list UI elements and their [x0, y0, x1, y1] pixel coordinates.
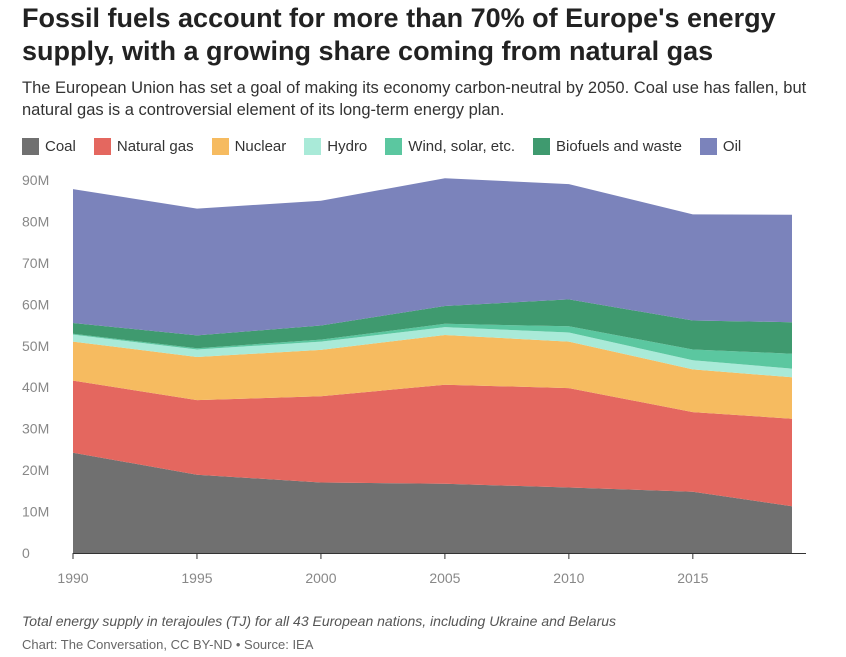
area-oil	[73, 178, 792, 336]
legend-swatch	[385, 137, 403, 155]
legend-label: Coal	[45, 137, 76, 155]
y-tick-label: 40M	[22, 379, 49, 395]
legend-item-coal: Coal	[22, 137, 76, 155]
y-tick-label: 10M	[22, 504, 49, 520]
chart-source: Chart: The Conversation, CC BY-ND • Sour…	[22, 637, 314, 652]
stacked-area-chart: 0 10M 20M 30M 40M 50M 60M 70M 80M 90M 1990 1995 2000…	[22, 172, 806, 586]
y-tick-label: 30M	[22, 421, 49, 437]
y-tick-label: 70M	[22, 255, 49, 271]
area-hydro	[73, 327, 792, 378]
x-tick-label: 1995	[181, 570, 212, 586]
y-tick-label: 90M	[22, 172, 49, 188]
legend-label: Biofuels and waste	[556, 137, 682, 155]
legend-item-biofuels-and-waste: Biofuels and waste	[533, 137, 682, 155]
x-tick-label: 2005	[429, 570, 460, 586]
legend-swatch	[699, 137, 717, 155]
legend-item-hydro: Hydro	[304, 137, 368, 155]
y-tick-label: 0	[22, 545, 30, 561]
legend-item-wind-solar-etc: Wind, solar, etc.	[385, 137, 515, 155]
legend-label: Nuclear	[234, 137, 287, 155]
y-tick-label: 60M	[22, 296, 49, 312]
legend-swatch	[533, 137, 550, 155]
legend-swatch	[304, 137, 322, 155]
legend-swatch	[22, 137, 39, 155]
area-biofuels-and-waste	[73, 299, 792, 354]
area-nuclear	[73, 335, 792, 419]
legend-item-natural-gas: Natural gas	[93, 137, 194, 155]
legend-swatch	[211, 137, 229, 155]
y-tick-label: 20M	[22, 462, 49, 478]
x-tick-label: 2015	[677, 570, 708, 586]
y-tick-label: 50M	[22, 338, 49, 354]
area-wind-solar-etc	[73, 323, 792, 369]
chart-note: Total energy supply in terajoules (TJ) f…	[22, 613, 617, 629]
legend: Coal Natural gas Nuclear Hydro Wind, solar, …	[22, 136, 759, 156]
y-tick-label: 80M	[22, 213, 49, 229]
legend-item-oil: Oil	[699, 137, 742, 155]
x-tick-label: 2000	[305, 570, 336, 586]
area-coal	[73, 452, 792, 553]
area-natural-gas	[73, 380, 792, 507]
x-tick-label: 2010	[553, 570, 584, 586]
chart-subtitle: The European Union has set a goal of mak…	[22, 79, 807, 119]
chart-title: Fossil fuels account for more than 70% o…	[22, 3, 776, 66]
x-tick-label: 1990	[57, 570, 88, 586]
legend-label: Wind, solar, etc.	[408, 137, 515, 155]
legend-label: Natural gas	[116, 137, 194, 155]
legend-label: Oil	[722, 137, 742, 155]
legend-item-nuclear: Nuclear	[211, 137, 287, 155]
legend-swatch	[93, 137, 111, 155]
legend-label: Hydro	[327, 137, 368, 155]
